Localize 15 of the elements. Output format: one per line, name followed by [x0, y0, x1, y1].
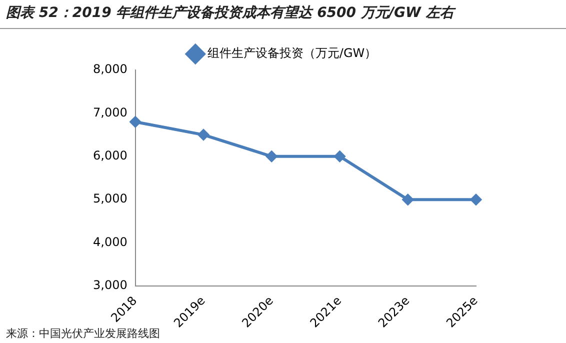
- point: [198, 129, 209, 140]
- point: [266, 150, 278, 162]
- y-tick-label: 6,000: [92, 148, 128, 163]
- source-note: 来源：中国光伏产业发展路线图: [6, 326, 160, 341]
- legend-label: 组件生产设备投资（万元/GW）: [207, 46, 377, 60]
- point: [470, 194, 482, 206]
- point: [130, 116, 141, 128]
- y-tick-label: 5,000: [92, 192, 128, 206]
- y-tick-label: 3,000: [92, 278, 128, 292]
- y-tick-label: 7,000: [92, 105, 128, 120]
- chart-title: 图表 52：2019 年组件生产设备投资成本有望达 6500 万元/GW 左右: [6, 4, 454, 22]
- point: [334, 150, 346, 162]
- y-tick-label: 8,000: [92, 62, 128, 76]
- point: [402, 194, 414, 206]
- y-tick-label: 4,000: [92, 234, 128, 249]
